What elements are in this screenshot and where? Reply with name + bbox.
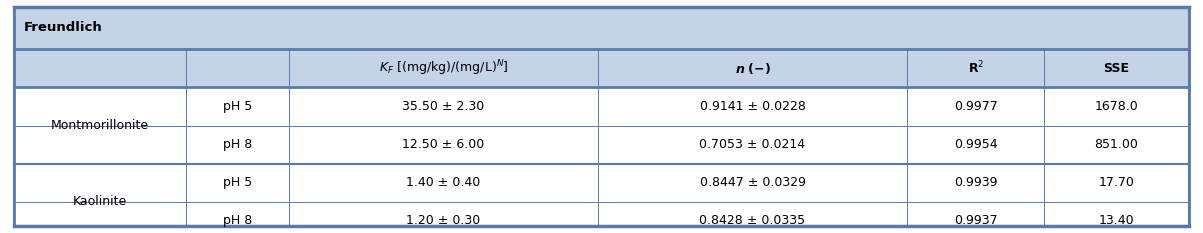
Text: 35.50 ± 2.30: 35.50 ± 2.30 <box>403 100 485 113</box>
Text: $\mathit{K_F}$ [(mg/kg)/(mg/L)$^\mathit{N}$]: $\mathit{K_F}$ [(mg/kg)/(mg/L)$^\mathit{… <box>379 58 509 78</box>
Text: 12.50 ± 6.00: 12.50 ± 6.00 <box>403 138 485 151</box>
Text: pH 8: pH 8 <box>223 138 253 151</box>
Text: 0.8428 ± 0.0335: 0.8428 ± 0.0335 <box>699 214 806 227</box>
Text: 13.40: 13.40 <box>1098 214 1134 227</box>
Bar <box>14 7 1189 49</box>
Text: Montmorillonite: Montmorillonite <box>52 119 149 132</box>
Text: SSE: SSE <box>1103 62 1130 75</box>
Text: R$^{2}$: R$^{2}$ <box>967 60 984 76</box>
Text: 0.8447 ± 0.0329: 0.8447 ± 0.0329 <box>700 176 806 189</box>
Text: 0.9939: 0.9939 <box>954 176 997 189</box>
Text: Kaolinite: Kaolinite <box>73 195 128 208</box>
Text: 0.9141 ± 0.0228: 0.9141 ± 0.0228 <box>700 100 806 113</box>
Text: 1678.0: 1678.0 <box>1095 100 1138 113</box>
Text: 17.70: 17.70 <box>1098 176 1134 189</box>
Text: pH 5: pH 5 <box>223 100 253 113</box>
Text: 851.00: 851.00 <box>1095 138 1138 151</box>
Text: 0.9937: 0.9937 <box>954 214 997 227</box>
Text: pH 8: pH 8 <box>223 214 253 227</box>
Text: 0.9977: 0.9977 <box>954 100 997 113</box>
Text: 1.40 ± 0.40: 1.40 ± 0.40 <box>407 176 481 189</box>
Text: 0.7053 ± 0.0214: 0.7053 ± 0.0214 <box>699 138 806 151</box>
Text: pH 5: pH 5 <box>223 176 253 189</box>
Text: 1.20 ± 0.30: 1.20 ± 0.30 <box>407 214 481 227</box>
Text: 0.9954: 0.9954 <box>954 138 997 151</box>
Text: Freundlich: Freundlich <box>24 21 102 34</box>
Bar <box>14 49 1189 87</box>
Text: $\boldsymbol{n}$ $\mathbf{(-)}$: $\boldsymbol{n}$ $\mathbf{(-)}$ <box>735 61 770 76</box>
